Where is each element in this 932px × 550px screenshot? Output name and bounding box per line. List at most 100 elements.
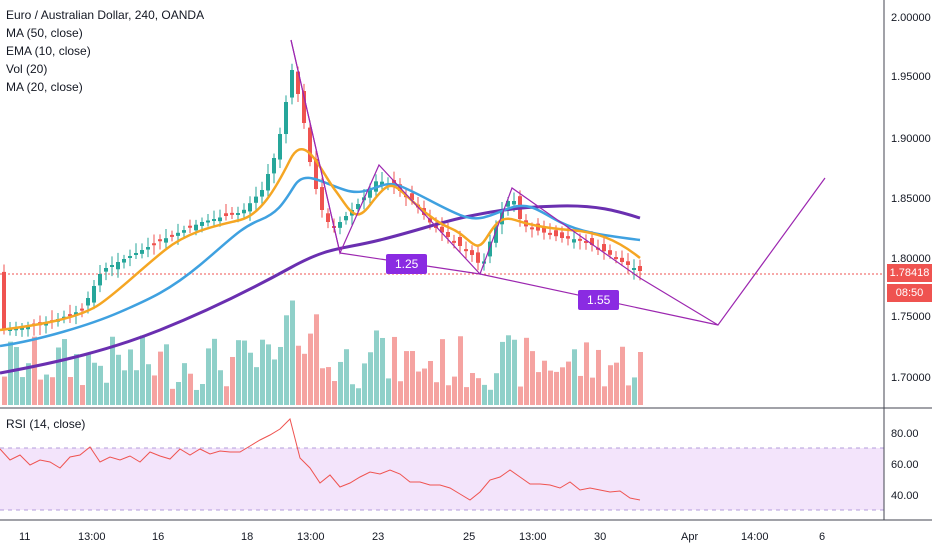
candle-body (116, 262, 120, 270)
volume-bar (8, 341, 13, 405)
rsi-tick: 40.00 (891, 490, 919, 502)
candle-body (26, 326, 30, 330)
ratio-badge-2[interactable]: 1.55 (578, 290, 620, 310)
legend-ema10[interactable]: EMA (10, close) (6, 44, 91, 58)
volume-bar (212, 338, 217, 405)
volume-bar (452, 376, 457, 405)
volume-bar (224, 386, 229, 405)
volume-bar (632, 377, 637, 405)
candle-body (98, 274, 102, 286)
volume-bar (542, 360, 547, 405)
legend-ma50[interactable]: MA (50, close) (6, 26, 83, 40)
volume-bar (494, 373, 499, 405)
volume-bar (314, 314, 319, 405)
candle-body (176, 232, 180, 236)
volume-bar (50, 377, 55, 405)
candle-body (230, 212, 234, 215)
volume-bar (68, 377, 73, 405)
ma20-line (0, 176, 641, 348)
volume-bar (128, 349, 133, 405)
candle-body (236, 213, 240, 215)
volume-bar (554, 371, 559, 405)
volume-bar (338, 361, 343, 405)
candle-body (14, 328, 18, 331)
pattern-line-xa (290, 39, 341, 254)
candle-body (254, 196, 258, 203)
volume-bar (458, 336, 463, 405)
volume-bar (302, 353, 307, 405)
volume-bar (404, 351, 409, 405)
candle-body (632, 268, 636, 270)
candle-body (278, 134, 282, 160)
volume-bar (122, 370, 127, 405)
volume-bar (626, 385, 631, 405)
volume-bar (86, 354, 91, 405)
volume-bar (500, 341, 505, 405)
volume-bar (194, 389, 199, 405)
symbol-title[interactable]: Euro / Australian Dollar, 240, OANDA (6, 8, 205, 22)
volume-bar (638, 352, 643, 405)
rsi-line (0, 418, 641, 501)
candle-body (320, 187, 324, 210)
volume-bar (434, 382, 439, 405)
volume-bar (536, 372, 541, 405)
volume-bar (350, 384, 355, 405)
time-tick: 6 (819, 531, 825, 543)
price-tick: 1.85000 (891, 193, 931, 205)
candle-body (194, 224, 198, 231)
candle-body (224, 213, 228, 216)
indicator-legend: Euro / Australian Dollar, 240, OANDA MA … (6, 6, 204, 96)
ratio-badge-1[interactable]: 1.25 (386, 254, 428, 274)
candle-body (542, 226, 546, 233)
volume-bar (278, 346, 283, 405)
legend-vol[interactable]: Vol (20) (6, 62, 48, 76)
volume-bar (164, 344, 169, 405)
candle-body (164, 238, 168, 243)
volume-bar (512, 339, 517, 405)
volume-bar (308, 333, 313, 405)
candle-body (8, 329, 12, 331)
volume-bar (200, 384, 205, 405)
countdown-tag: 08:50 (887, 284, 932, 302)
price-tick: 1.70000 (891, 372, 931, 384)
volume-bar (446, 385, 451, 405)
ma50-line (0, 204, 641, 375)
candle-body (68, 314, 72, 317)
candle-body (608, 250, 612, 255)
volume-bar (182, 363, 187, 405)
volume-bar (242, 340, 247, 405)
volume-bar (476, 378, 481, 405)
time-tick: 14:00 (741, 531, 769, 543)
time-tick: 11 (19, 531, 30, 543)
volume-bar (410, 351, 415, 405)
candle-body (242, 209, 246, 214)
volume-bar (374, 330, 379, 405)
candlesticks (2, 63, 642, 337)
volume-bar (92, 362, 97, 405)
rsi-legend[interactable]: RSI (14, close) (6, 417, 86, 431)
volume-bar (158, 351, 163, 405)
candle-body (602, 244, 606, 252)
candle-body (614, 257, 618, 260)
time-tick: 16 (152, 531, 164, 543)
volume-bar (134, 370, 139, 405)
legend-ma20[interactable]: MA (20, close) (6, 80, 83, 94)
candle-body (494, 225, 498, 243)
candle-body (128, 256, 132, 258)
volume-bar (380, 337, 385, 405)
volume-bar (110, 336, 115, 405)
candle-body (140, 250, 144, 254)
candle-body (326, 213, 330, 222)
volume-bar (272, 359, 277, 405)
volume-bar (464, 387, 469, 405)
price-tick: 1.95000 (891, 71, 931, 83)
candle-body (152, 243, 156, 246)
candle-body (638, 266, 642, 271)
volume-bar (266, 344, 271, 405)
price-tick: 1.90000 (891, 133, 931, 145)
candle-body (500, 210, 504, 225)
volume-bar (152, 375, 157, 405)
time-tick: Apr (681, 531, 698, 543)
candle-body (20, 327, 24, 330)
